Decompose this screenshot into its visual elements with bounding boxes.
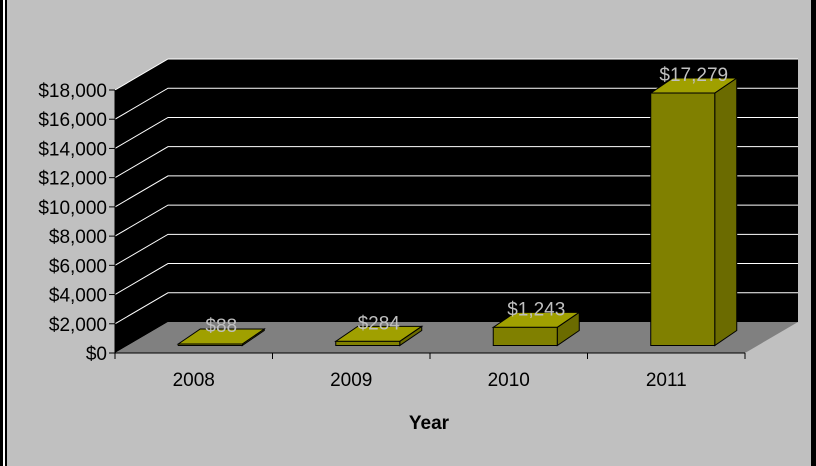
gridline [114, 263, 798, 295]
back-wall [168, 59, 798, 322]
gridline [114, 175, 798, 208]
gridline [114, 58, 798, 91]
axis-ticks [109, 89, 746, 359]
bar-front [177, 343, 243, 346]
bar-front [335, 340, 401, 346]
data-label: $284 [358, 313, 401, 334]
x-tick-label: 2008 [173, 370, 215, 391]
y-tick-label: $4,000 [49, 286, 107, 307]
y-tick-label: $18,000 [38, 81, 107, 102]
gridline [114, 292, 798, 325]
bar-front [492, 326, 558, 346]
x-tick-label: 2010 [488, 370, 530, 391]
gridline [114, 204, 798, 237]
left-border-outer [0, 0, 3, 466]
x-axis-tick-labels: 2008 2009 2010 2011 [173, 370, 687, 391]
x-tick-label: 2011 [646, 370, 687, 391]
data-label: $88 [205, 316, 237, 337]
data-label: $1,243 [507, 299, 565, 320]
x-tick-label: 2009 [330, 370, 372, 391]
x-axis-title: Year [409, 413, 450, 434]
bar [649, 77, 739, 347]
gridline [114, 87, 798, 120]
y-tick-label: $2,000 [49, 315, 107, 336]
gridline [114, 146, 798, 179]
y-tick-label: $0 [86, 344, 107, 365]
gridlines [114, 58, 798, 325]
bar-side [714, 77, 738, 347]
data-label: $17,279 [659, 65, 728, 86]
y-tick-label: $14,000 [38, 139, 107, 160]
y-tick-label: $8,000 [49, 227, 107, 248]
floor [115, 322, 798, 353]
bar [334, 325, 424, 347]
y-tick-label: $16,000 [38, 110, 107, 131]
bars [176, 77, 739, 347]
data-labels: $88 $284 $1,243 $17,279 [205, 65, 728, 337]
bar [176, 328, 266, 347]
y-tick-label: $10,000 [38, 198, 107, 219]
bar [491, 311, 581, 347]
y-tick-label: $12,000 [38, 169, 107, 190]
gridline [114, 233, 798, 266]
side-wall [115, 59, 168, 353]
bar-front [650, 92, 716, 347]
right-border [811, 0, 816, 466]
y-tick-label: $6,000 [49, 256, 107, 277]
y-axis-tick-labels: $0 $2,000 $4,000 $6,000 $8,000 $10,000 $12,000… [38, 81, 107, 365]
gridline [114, 116, 798, 149]
left-border-inner [5, 0, 7, 466]
